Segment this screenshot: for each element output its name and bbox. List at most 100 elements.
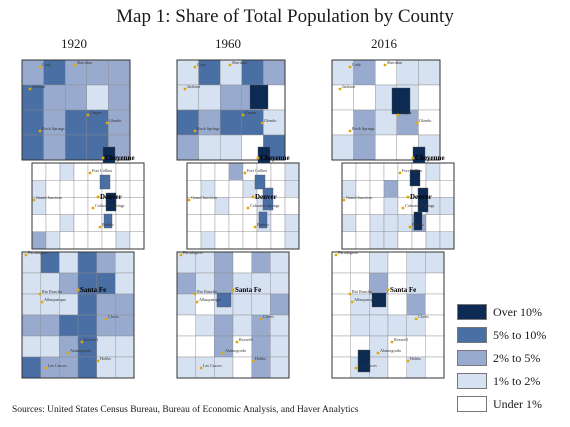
new-mexico-county <box>387 314 407 337</box>
new-mexico-county <box>195 314 215 337</box>
colorado-county <box>200 231 216 250</box>
city-dot <box>38 129 42 133</box>
wyoming-county <box>43 134 66 161</box>
city-label: Colorado Springs <box>250 203 280 208</box>
new-mexico-county <box>96 251 116 274</box>
wyoming-county <box>43 109 66 136</box>
new-mexico-county <box>251 293 271 316</box>
city-label: Jackson <box>342 84 356 89</box>
new-mexico-county <box>251 251 271 274</box>
wyoming-county <box>331 59 354 86</box>
colorado-county <box>355 162 371 181</box>
colorado-county <box>355 214 371 233</box>
city-dot <box>415 121 419 125</box>
colorado-county <box>383 214 399 233</box>
front-range-county <box>258 211 268 229</box>
capital-label: Denver <box>255 193 277 201</box>
new-mexico-county <box>232 251 252 274</box>
legend-item-1-to-2: 1% to 2% <box>457 373 565 390</box>
city-dot <box>221 351 225 355</box>
legend-swatch <box>457 350 487 366</box>
city-dot <box>104 317 108 321</box>
capital-dot <box>406 195 410 199</box>
city-label: Albuquerque <box>199 297 221 302</box>
colorado-county <box>228 214 244 233</box>
colorado-county <box>284 231 300 250</box>
capital-label: Santa Fe <box>235 286 261 294</box>
new-mexico-county <box>232 356 252 379</box>
wyoming-county <box>353 109 376 136</box>
wyoming-county <box>219 84 242 111</box>
city-dot <box>241 113 245 117</box>
colorado-county <box>439 197 455 215</box>
capital-label: Cheyenne <box>260 154 290 162</box>
colorado-county <box>31 162 47 181</box>
colorado-county <box>397 231 413 250</box>
colorado-state-border <box>186 162 300 250</box>
colorado-county <box>228 197 244 215</box>
city-dot <box>193 292 197 296</box>
front-range-county <box>409 169 421 187</box>
new-mexico-county <box>425 356 445 379</box>
city-label: Sheridan <box>77 60 93 65</box>
city-label: Casper <box>245 110 257 115</box>
wyoming-state-border <box>331 59 441 161</box>
city-label: Colorado Springs <box>95 203 125 208</box>
city-dot <box>179 253 183 257</box>
wyoming-county <box>219 134 242 161</box>
city-dot <box>193 65 197 69</box>
new-mexico-county <box>387 293 407 316</box>
wyoming-county <box>64 109 87 136</box>
new-mexico-county <box>21 293 41 316</box>
city-dot <box>401 206 405 210</box>
city-label: Las Cruces <box>358 363 377 368</box>
front-range-county <box>413 211 423 231</box>
new-mexico-county <box>270 272 290 295</box>
city-dot <box>73 63 77 67</box>
new-mexico-county <box>40 251 60 274</box>
city-label: Farmington <box>183 250 203 255</box>
colorado-county <box>59 231 75 250</box>
city-label: Albuquerque <box>354 297 376 302</box>
new-mexico-county <box>331 335 351 358</box>
colorado-county <box>228 231 244 250</box>
city-dot <box>44 366 48 370</box>
city-label: Glendo <box>419 118 431 123</box>
legend-swatch <box>457 327 487 343</box>
colorado-county <box>45 231 61 250</box>
capital-dot <box>101 156 105 160</box>
legend-item-2-to-5: 2% to 5% <box>457 350 565 367</box>
new-mexico-county <box>387 356 407 379</box>
front-range-county <box>102 146 116 164</box>
colorado-county <box>341 162 357 181</box>
new-mexico-county <box>115 293 135 316</box>
wyoming-county <box>418 59 441 86</box>
new-mexico-county <box>59 251 79 274</box>
city-label: Glendo <box>109 118 121 123</box>
new-mexico-county <box>331 272 351 295</box>
colorado-county <box>284 162 300 181</box>
city-dot <box>354 366 358 370</box>
colorado-county <box>228 179 244 198</box>
city-label: Casper <box>400 110 412 115</box>
city-dot <box>376 351 380 355</box>
capital-label: Denver <box>100 193 122 201</box>
front-range-county <box>262 187 274 211</box>
wyoming-county <box>219 109 242 136</box>
city-dot <box>243 171 247 175</box>
colorado-county <box>45 214 61 233</box>
city-dot <box>342 198 346 202</box>
colorado-county <box>73 214 89 233</box>
wyoming-county <box>418 84 441 111</box>
city-dot <box>86 113 90 117</box>
colorado-county <box>369 179 385 198</box>
city-dot <box>199 366 203 370</box>
city-dot <box>38 65 42 69</box>
front-range-county <box>417 187 429 213</box>
colorado-county <box>242 231 258 250</box>
city-label: Hobbs <box>410 356 421 361</box>
city-label: Pueblo <box>412 222 424 227</box>
new-mexico-county <box>251 335 271 358</box>
new-mexico-county <box>350 251 370 274</box>
colorado-county <box>200 214 216 233</box>
